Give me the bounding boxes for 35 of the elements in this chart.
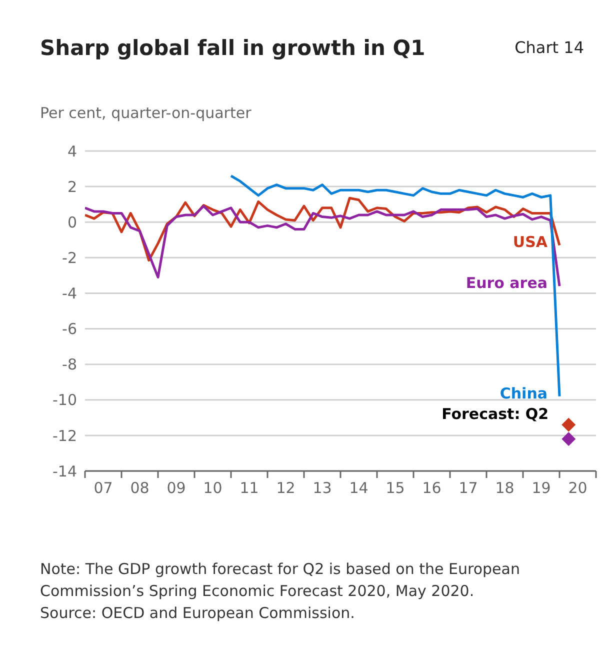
x-tick-label: 18	[495, 479, 514, 497]
source-note: Source: OECD and European Commission.	[40, 603, 356, 624]
line-series	[230, 174, 561, 398]
y-tick-label: -2	[62, 248, 77, 267]
y-tick-label: -10	[52, 391, 77, 410]
y-tick-label: 4	[67, 142, 77, 160]
y-tick-label: 2	[67, 178, 77, 196]
chart-subtitle: Chart 14	[514, 38, 584, 57]
y-axis-title: Per cent, quarter-on-quarter	[40, 104, 252, 122]
x-tick-label: 09	[166, 479, 186, 497]
x-tick-label: 08	[130, 479, 150, 497]
x-tick-label: 16	[422, 479, 442, 497]
x-tick-label: 19	[532, 479, 551, 497]
x-tick-label: 14	[349, 479, 368, 497]
y-tick-label: 0	[67, 213, 77, 232]
x-tick-label: 13	[312, 479, 332, 497]
text: Note: The GDP growth forecast for Q2 is based on the European Commission’s Spring Economic Forecast 2020, May 2020.	[40, 559, 521, 602]
x-tick-label: 15	[386, 479, 405, 497]
annotation: Forecast: Q2	[442, 404, 549, 423]
series-label: Euro area	[466, 274, 548, 292]
x-tick-label: 17	[458, 479, 478, 497]
y-tick-label: -14	[52, 462, 77, 480]
y-tick-label: -4	[62, 284, 77, 303]
x-tick-label: 20	[568, 479, 588, 497]
series-label: USA	[512, 233, 548, 252]
y-tick-label: -8	[62, 356, 77, 374]
x-tick-label: 12	[276, 479, 296, 497]
y-tick-label: -12	[52, 426, 77, 445]
x-tick-label: 07	[94, 479, 113, 497]
y-tick-label: -6	[62, 320, 77, 338]
x-tick-label: 10	[203, 479, 222, 497]
chart-title: Sharp global fall in growth in Q1	[40, 36, 426, 60]
line-series	[85, 204, 561, 288]
series-label: China	[500, 384, 548, 402]
x-tick-label: 11	[240, 479, 259, 497]
